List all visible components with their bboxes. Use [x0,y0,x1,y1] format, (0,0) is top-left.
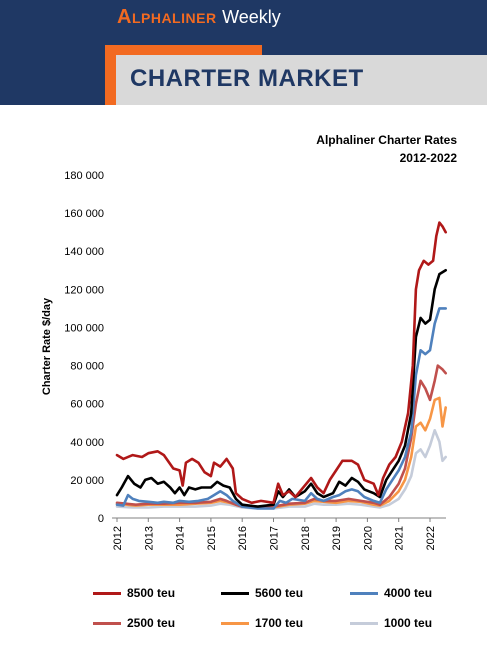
series-line-4000-teu [115,307,447,510]
chart-subtitle: 2012-2022 [399,151,457,165]
x-tick-label: 2021 [394,526,406,550]
legend-swatch [221,591,249,595]
y-tick-label: 180 000 [64,170,104,182]
section-banner: CHARTER MARKET [116,55,487,105]
legend-label: 8500 teu [127,586,176,600]
brand-logo: Alphaliner Weekly [117,6,281,29]
x-tick-label: 2017 [269,526,281,550]
series-line-2500-teu [115,364,447,509]
legend-item: 2500 teu [93,616,175,630]
chart-legend: 8500 teu 5600 teu 4000 teu 2500 teu 1700 teu… [0,582,487,642]
legend-swatch [350,591,378,595]
legend-item: 8500 teu [93,586,175,600]
x-tick-label: 2020 [362,526,374,550]
legend-swatch [350,621,378,625]
legend-item: 5600 teu [221,586,303,600]
brand-edition: Weekly [222,7,281,27]
y-tick-label: 80 000 [70,361,104,373]
series-line-1700-teu [115,396,447,509]
x-tick-label: 2022 [425,526,437,550]
chart-title: Alphaliner Charter Rates [316,133,457,147]
y-tick-label: 140 000 [64,246,104,258]
y-tick-label: 160 000 [64,208,104,220]
y-tick-label: 100 000 [64,322,104,334]
legend-item: 1000 teu [350,616,432,630]
y-tick-label: 20 000 [70,475,104,487]
legend-label: 5600 teu [255,586,304,600]
legend-swatch [221,621,249,625]
y-tick-label: 60 000 [70,399,104,411]
legend-swatch [93,621,121,625]
legend-label: 1700 teu [255,616,304,630]
brand-name: Alphaliner [117,6,217,28]
x-tick-label: 2018 [300,526,312,550]
series-line-5600-teu [115,269,447,508]
x-tick-label: 2013 [143,526,155,550]
series-line-8500-teu [115,221,447,505]
y-axis-title: Charter Rate $/day [41,297,53,395]
x-tick-label: 2014 [175,526,187,550]
line-chart: 0 20 000 40 000 60 000 80 000 100 000 120 000 1… [41,170,447,550]
y-tick-label: 0 [98,513,104,525]
y-tick-label: 40 000 [70,437,104,449]
series-line-1000-teu [115,429,447,510]
legend-label: 1000 teu [384,616,433,630]
x-tick-label: 2019 [331,526,343,550]
x-tick-label: 2015 [206,526,218,550]
legend-label: 4000 teu [384,586,433,600]
legend-swatch [93,591,121,595]
chart-title-block: Alphaliner Charter Rates 2012-2022 [316,131,457,167]
legend-label: 2500 teu [127,616,176,630]
x-tick-label: 2016 [237,526,249,550]
legend-item: 1700 teu [221,616,303,630]
legend-item: 4000 teu [350,586,432,600]
y-tick-label: 120 000 [64,284,104,296]
section-title: CHARTER MARKET [130,65,364,92]
x-tick-label: 2012 [112,526,124,550]
